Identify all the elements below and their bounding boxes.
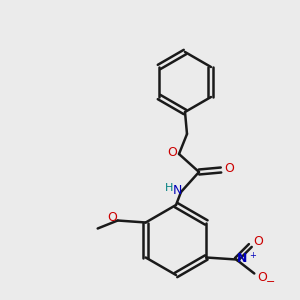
Text: O: O (257, 271, 267, 284)
Text: H: H (165, 183, 173, 193)
Text: +: + (249, 251, 256, 260)
Text: O: O (254, 235, 263, 248)
Text: O: O (167, 146, 177, 160)
Text: O: O (224, 163, 234, 176)
Text: O: O (107, 211, 117, 224)
Text: N: N (237, 252, 247, 265)
Text: N: N (172, 184, 182, 197)
Text: −: − (266, 277, 275, 286)
